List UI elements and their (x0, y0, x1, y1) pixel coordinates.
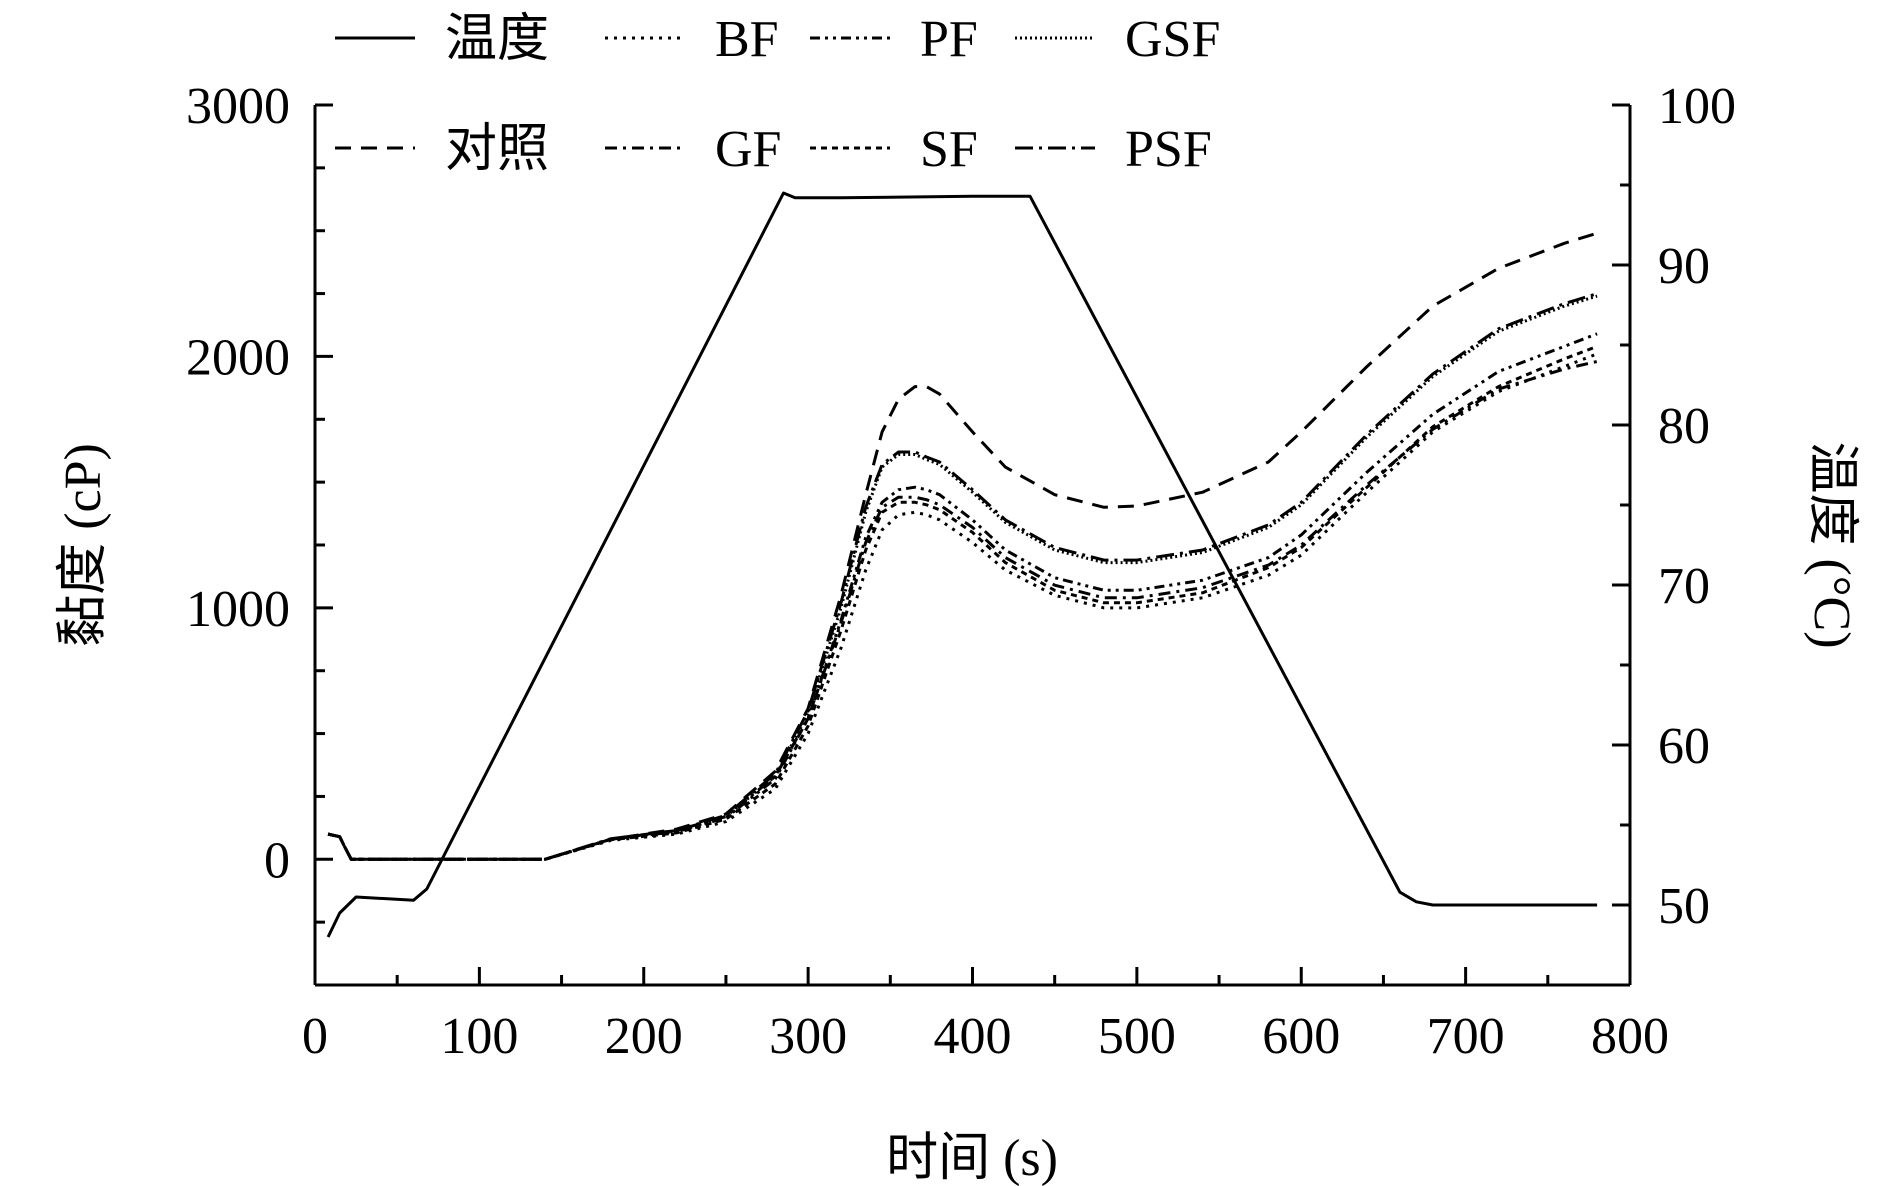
x-tick-label: 100 (440, 1008, 518, 1065)
legend-label: PSF (1125, 121, 1212, 178)
y-axis-label: 黏度 (cP) (55, 443, 112, 647)
x-tick-label: 700 (1427, 1008, 1505, 1065)
y2-tick-label: 60 (1658, 718, 1710, 775)
y-tick-label: 1000 (186, 581, 290, 638)
x-tick-label: 600 (1262, 1008, 1340, 1065)
y2-tick-label: 70 (1658, 558, 1710, 615)
series-line (327, 292, 1598, 861)
y-tick-label: 2000 (186, 329, 290, 386)
y-tick-label: 3000 (186, 78, 290, 135)
series-line (327, 231, 1598, 861)
legend-label: 温度 (445, 11, 549, 68)
x-tick-label: 200 (605, 1008, 683, 1065)
x-tick-label: 300 (769, 1008, 847, 1065)
x-tick-label: 800 (1591, 1008, 1669, 1065)
y2-axis-label: 温度 (°C) (1803, 441, 1860, 648)
legend-label: BF (715, 11, 779, 68)
series-line (327, 344, 1598, 861)
x-tick-label: 0 (302, 1008, 328, 1065)
ticks (313, 103, 1632, 987)
legend-label: GSF (1125, 11, 1220, 68)
legend-label: PF (920, 11, 978, 68)
series-line (327, 294, 1598, 861)
series-line (327, 360, 1598, 861)
legend-label: GF (715, 121, 781, 178)
y2-tick-label: 50 (1658, 878, 1710, 935)
tick-labels: 0 100 200 300 400 500 600 700 800 0 1000 2000 3000 50… (186, 78, 1736, 1065)
legend: 温度 BF PF GSF 对照 GF SF PSF (335, 11, 1220, 178)
series-line (327, 332, 1598, 861)
legend-label: SF (920, 121, 978, 178)
legend-label: 对照 (445, 121, 549, 178)
axes (313, 105, 1632, 987)
temperature-line (326, 191, 1598, 938)
y2-tick-label: 100 (1658, 78, 1736, 135)
series-line (327, 352, 1598, 861)
x-axis-label: 时间 (s) (886, 1130, 1058, 1186)
y2-tick-label: 90 (1658, 238, 1710, 295)
series-layer (326, 191, 1598, 938)
x-tick-label: 400 (934, 1008, 1012, 1065)
y2-tick-label: 80 (1658, 398, 1710, 455)
x-tick-label: 500 (1098, 1008, 1176, 1065)
y-tick-label: 0 (264, 832, 290, 889)
